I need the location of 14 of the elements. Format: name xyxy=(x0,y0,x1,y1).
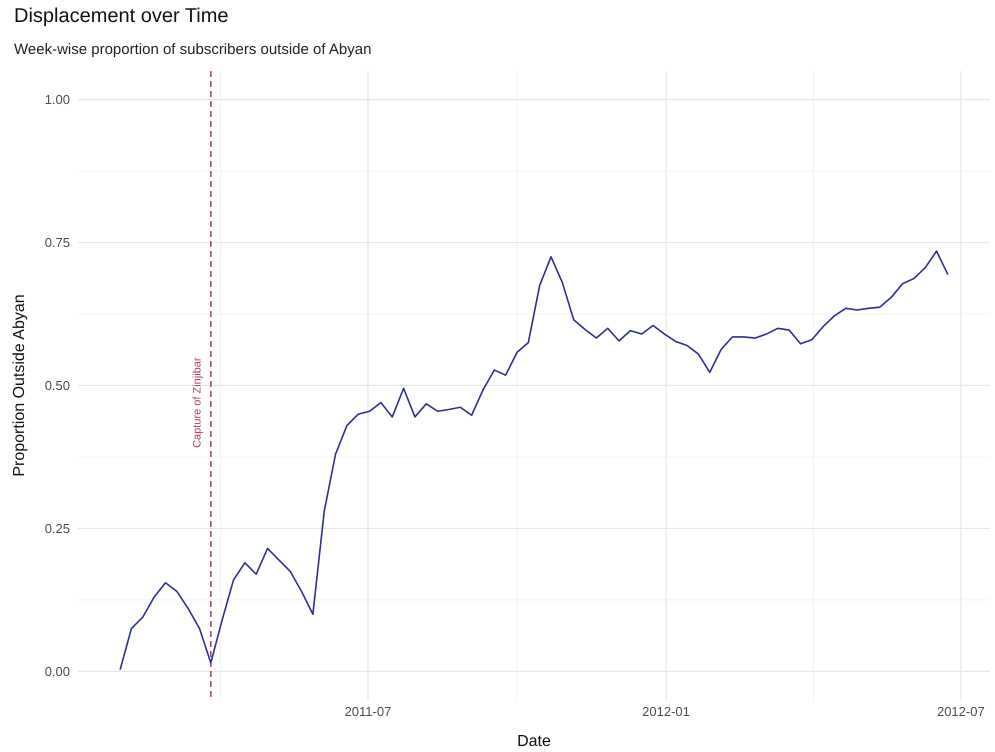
ref-line-label: Capture of Zinjibar xyxy=(192,357,204,448)
line-series xyxy=(119,250,949,670)
y-tick-label: 0.25 xyxy=(44,521,70,536)
y-tick-label: 0.75 xyxy=(44,235,70,250)
y-axis-title: Proportion Outside Abyan xyxy=(11,294,28,477)
y-tick-label: 0.50 xyxy=(44,378,70,394)
x-axis-title: Date xyxy=(517,733,551,750)
x-tick-label: 2012-07 xyxy=(936,704,985,719)
chart-subtitle: Week-wise proportion of subscribers outside of Abyan xyxy=(14,41,372,58)
y-tick-label: 0.00 xyxy=(44,664,70,679)
x-tick-label: 2011-07 xyxy=(344,704,392,719)
chart-title: Displacement over Time xyxy=(14,5,229,27)
x-tick-label: 2012-01 xyxy=(642,704,690,719)
y-tick-label: 1.00 xyxy=(44,92,70,108)
